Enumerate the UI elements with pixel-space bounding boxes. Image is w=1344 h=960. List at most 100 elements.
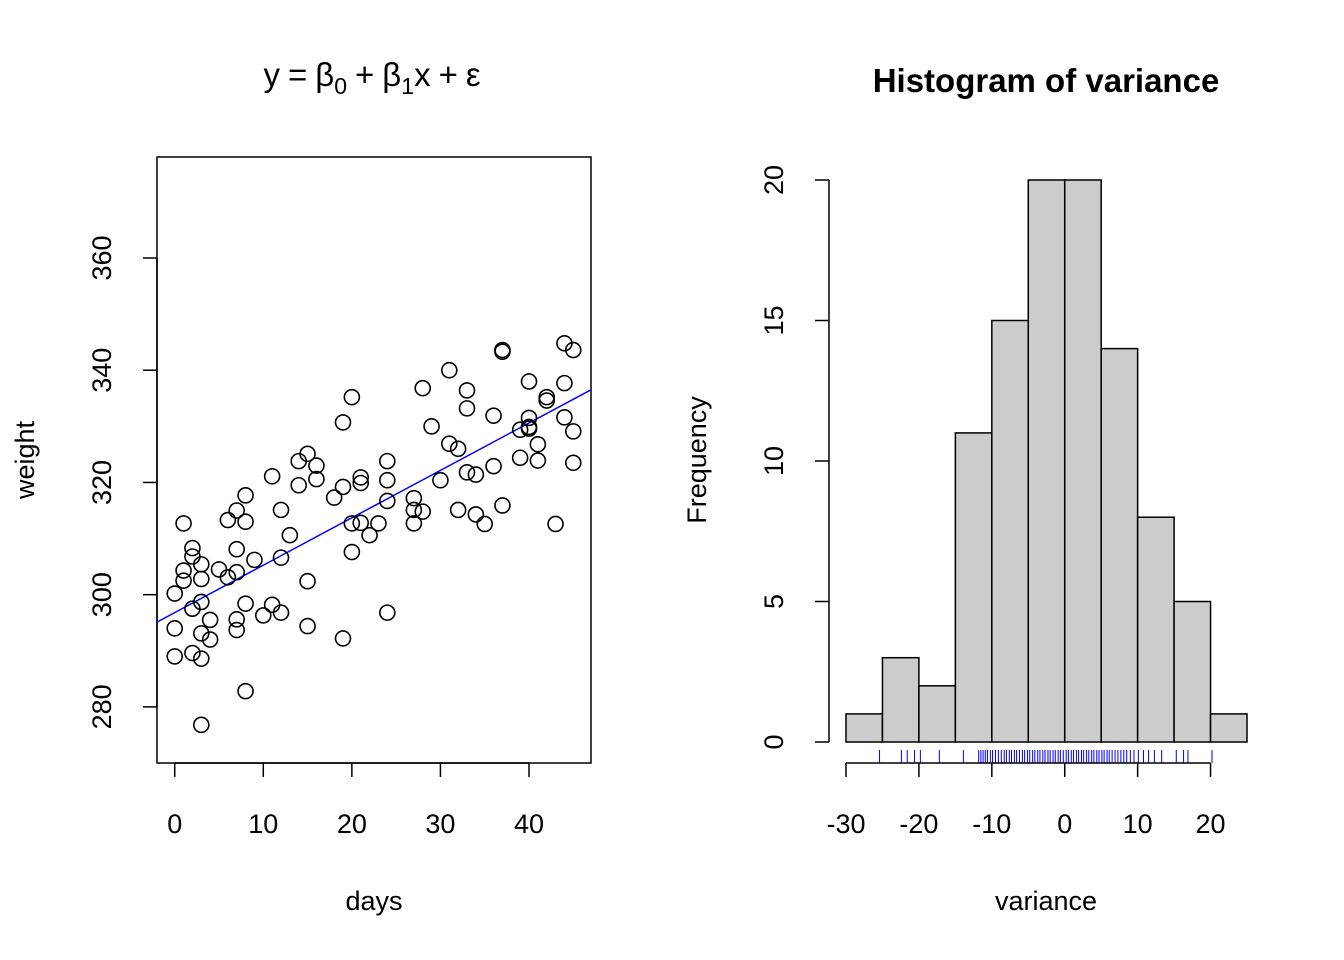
scatter-point — [299, 572, 316, 590]
histogram-x-label: variance — [995, 886, 1097, 916]
scatter-point — [228, 621, 246, 639]
histogram-x-tick-label: -30 — [826, 809, 865, 839]
scatter-point — [414, 379, 432, 397]
scatter-point — [228, 563, 246, 581]
scatter-point — [564, 454, 582, 472]
scatter-point — [458, 382, 476, 399]
scatter-y-label: weight — [10, 420, 40, 500]
scatter-point — [378, 492, 396, 510]
scatter-x-tick-label: 20 — [337, 809, 367, 839]
scatter-point — [219, 568, 237, 586]
scatter-point — [476, 515, 494, 533]
scatter-y-axis: 280 300 320 340 360 — [87, 235, 158, 729]
scatter-plot-frame — [156, 156, 592, 764]
scatter-point — [556, 409, 573, 426]
scatter-point — [538, 388, 556, 406]
scatter-x-tick-label: 10 — [248, 809, 278, 839]
histogram-bars — [845, 179, 1248, 743]
scatter-x-tick-label: 0 — [167, 809, 182, 839]
scatter-point — [325, 489, 343, 506]
scatter-point — [308, 470, 325, 488]
scatter-point — [237, 513, 254, 531]
scatter-point — [520, 409, 538, 427]
histogram-x-tick-label: -10 — [972, 809, 1011, 839]
scatter-point — [272, 549, 290, 566]
histogram-y-tick-label: 15 — [759, 305, 789, 335]
scatter-point — [520, 373, 538, 390]
scatter-point — [290, 476, 308, 494]
scatter-point — [184, 539, 201, 557]
histogram-bar — [1100, 347, 1139, 743]
scatter-point — [228, 540, 246, 558]
scatter-point — [334, 414, 352, 431]
scatter-y-tick-label: 320 — [87, 460, 117, 505]
scatter-point — [263, 467, 281, 485]
scatter-point — [352, 469, 370, 486]
scatter-point — [432, 471, 449, 489]
histogram-bar — [1209, 713, 1248, 743]
histogram-y-label: Frequency — [682, 396, 712, 524]
scatter-point — [210, 561, 228, 578]
scatter-point — [192, 593, 210, 611]
scatter-point — [352, 514, 370, 532]
scatter-point — [166, 648, 184, 665]
scatter-point — [201, 611, 219, 629]
scatter-point — [184, 548, 201, 565]
scatter-point — [449, 440, 467, 458]
scatter-point — [192, 716, 210, 734]
histogram-x-axis: -30 -20 -10 0 10 20 — [826, 762, 1226, 839]
scatter-point — [272, 604, 290, 621]
scatter-x-tick-label: 30 — [425, 809, 455, 839]
scatter-point — [175, 572, 192, 589]
scatter-point — [467, 466, 485, 483]
histogram-y-tick-label: 20 — [759, 165, 789, 195]
scatter-point — [529, 452, 547, 469]
histogram-y-tick-label: 5 — [759, 594, 789, 609]
histogram-rug — [879, 750, 1213, 763]
scatter-point — [263, 596, 281, 614]
scatter-point — [361, 526, 378, 544]
scatter-point — [458, 400, 476, 417]
scatter-point — [547, 515, 564, 533]
scatter-point — [192, 570, 210, 588]
scatter-point — [343, 543, 361, 561]
histogram-title: Histogram of variance — [873, 62, 1220, 99]
scatter-y-tick-label: 300 — [87, 572, 117, 617]
scatter-y-tick-label: 340 — [87, 348, 117, 393]
scatter-point — [556, 374, 573, 392]
scatter-point — [192, 625, 210, 642]
scatter-point — [281, 526, 299, 544]
scatter-point — [299, 617, 316, 635]
histogram-bar — [1136, 516, 1175, 743]
scatter-point — [449, 501, 467, 519]
scatter-point — [538, 392, 556, 409]
scatter-point — [334, 630, 352, 647]
scatter-point — [246, 551, 263, 569]
histogram-panel: Histogram of variance -30 -20 -10 0 10 20 0 5 1… — [682, 62, 1248, 916]
scatter-point — [352, 474, 370, 492]
scatter-point — [458, 464, 476, 481]
scatter-point — [237, 487, 254, 504]
histogram-bar — [845, 713, 884, 743]
scatter-point — [494, 497, 511, 514]
scatter-fit-line-group — [156, 389, 592, 623]
scatter-point — [184, 644, 201, 662]
histogram-bar — [918, 685, 957, 743]
scatter-point — [405, 515, 423, 532]
scatter-point — [228, 611, 246, 628]
scatter-point — [564, 423, 582, 440]
scatter-point — [370, 515, 387, 532]
histogram-bar — [1027, 179, 1066, 743]
scatter-point — [378, 452, 396, 470]
scatter-x-axis: 0 10 20 30 40 — [167, 762, 544, 839]
scatter-point — [254, 607, 272, 624]
scatter-point — [343, 388, 361, 406]
histogram-y-tick-label: 0 — [759, 734, 789, 749]
scatter-point — [175, 515, 192, 532]
scatter-point — [237, 682, 254, 700]
scatter-point — [511, 449, 529, 467]
scatter-point — [440, 361, 458, 379]
histogram-y-axis: 0 5 10 15 20 — [759, 165, 830, 750]
histogram-x-tick-label: 0 — [1057, 809, 1072, 839]
histogram-x-tick-label: 20 — [1196, 809, 1226, 839]
